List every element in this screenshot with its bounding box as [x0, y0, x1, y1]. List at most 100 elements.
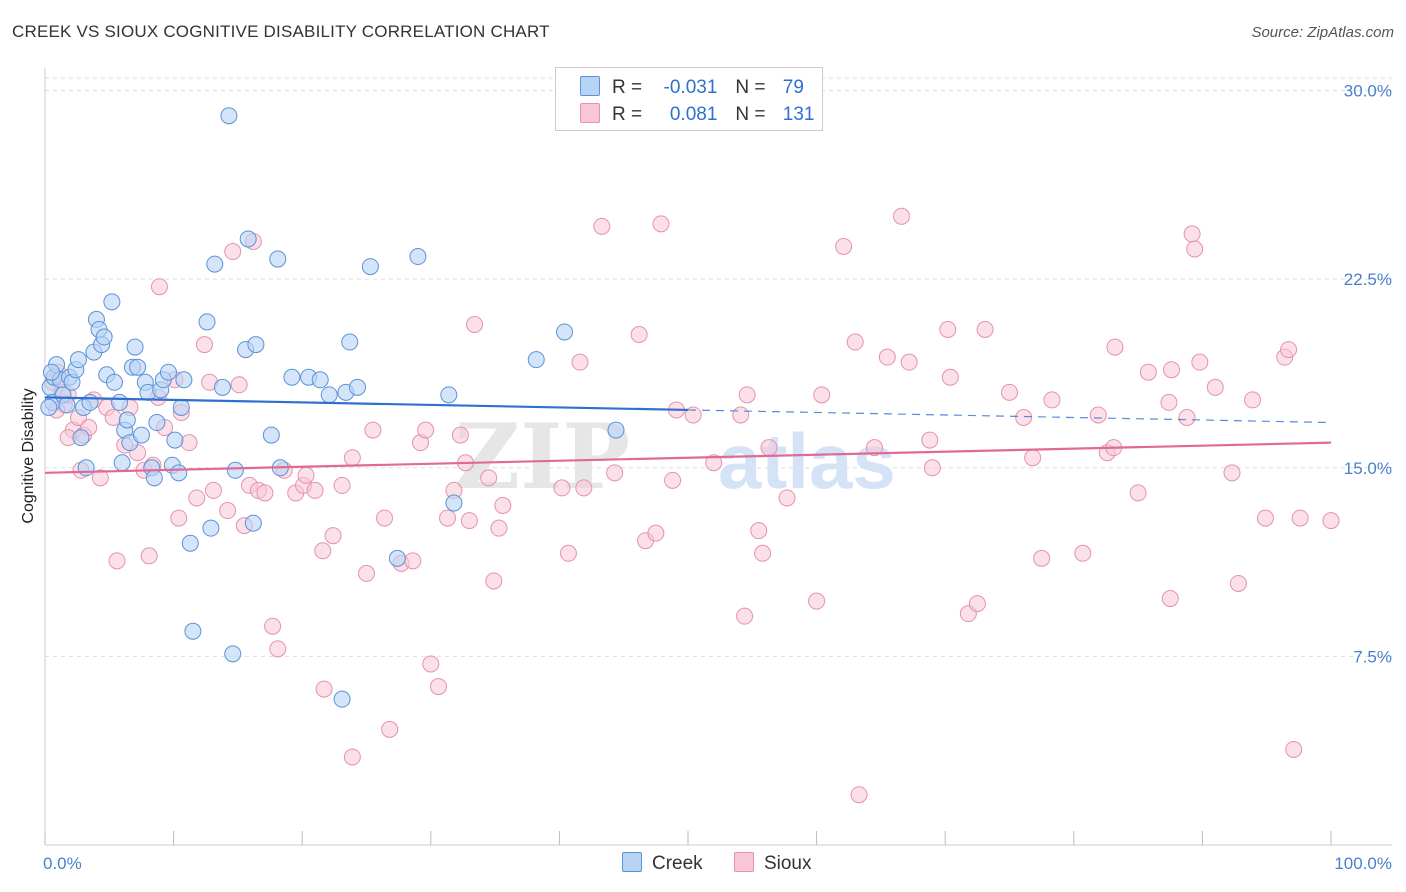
sioux-point [738, 386, 756, 404]
creek-point [445, 494, 463, 512]
sioux-point [460, 512, 478, 530]
sioux-point [939, 320, 957, 338]
sioux-point [892, 207, 910, 225]
creek-point [198, 313, 216, 331]
creek-point [440, 386, 458, 404]
sioux-point [968, 595, 986, 613]
creek-point [72, 429, 90, 447]
sioux-point [306, 481, 324, 499]
sioux-trend-line [44, 441, 1332, 474]
creek-swatch [580, 76, 600, 96]
sioux-point [1106, 338, 1124, 356]
creek-point [388, 549, 406, 567]
sioux-point [1089, 406, 1107, 424]
creek-point [311, 371, 329, 389]
sioux-point [224, 243, 242, 261]
legend-item-sioux[interactable]: Sioux [733, 852, 812, 875]
sioux-point [230, 376, 248, 394]
creek-point [224, 645, 242, 663]
creek-point [348, 378, 366, 396]
sioux-point [1015, 408, 1033, 426]
watermark-atlas: atlas [718, 417, 896, 505]
sioux-point [1291, 509, 1309, 527]
sioux-point [485, 572, 503, 590]
creek-point [113, 454, 131, 472]
y-tick-label: 22.5% [1344, 270, 1392, 289]
sioux-point [1280, 341, 1298, 359]
sioux-point [865, 439, 883, 457]
sioux-point [1223, 464, 1241, 482]
sioux-point [430, 678, 448, 696]
sioux-point [490, 519, 508, 537]
creek-point [132, 426, 150, 444]
creek-r-value: -0.031 [663, 77, 718, 98]
creek-point [170, 464, 188, 482]
sioux-point [705, 454, 723, 472]
creek-point [527, 351, 545, 369]
creek-point [247, 336, 265, 354]
creek-point [206, 255, 224, 273]
legend-row-creek: R = -0.031 N = 79 [580, 76, 804, 98]
sioux-point [571, 353, 589, 371]
sioux-point [180, 434, 198, 452]
sioux-point [376, 509, 394, 527]
creek-point [40, 398, 58, 416]
sioux-point [1024, 449, 1042, 467]
y-axis-label: Cognitive Disability [20, 388, 37, 523]
creek-trend-line [44, 396, 689, 412]
legend-row-sioux: R = 0.081 N = 131 [580, 103, 814, 125]
sioux-point [1129, 484, 1147, 502]
tick-labels: 7.5% 15.0% 22.5% 30.0% 0.0% 100.0% [43, 82, 1392, 873]
sioux-point [404, 552, 422, 570]
creek-point [81, 393, 99, 411]
creek-point [283, 368, 301, 386]
sioux-point [1074, 544, 1092, 562]
creek-point [409, 248, 427, 266]
sioux-point [1229, 574, 1247, 592]
y-tick-label: 7.5% [1353, 647, 1392, 666]
sioux-point [256, 484, 274, 502]
sioux-swatch [580, 103, 600, 123]
sioux-point [324, 527, 342, 545]
sioux-point [1161, 590, 1179, 608]
creek-point [77, 459, 95, 477]
sioux-point [1033, 549, 1051, 567]
sioux-point [606, 464, 624, 482]
creek-legend-swatch [622, 852, 642, 872]
sioux-point [333, 476, 351, 494]
sioux-point [559, 544, 577, 562]
sioux-point [480, 469, 498, 487]
sioux-point [219, 502, 237, 520]
x-tick-label-min: 0.0% [43, 854, 82, 873]
creek-point [111, 393, 129, 411]
creek-point [361, 258, 379, 276]
sioux-point [1186, 240, 1204, 258]
sioux-point [269, 640, 287, 658]
creek-point [118, 411, 136, 429]
sioux-point [754, 544, 772, 562]
sioux-point [1139, 363, 1157, 381]
creek-point [184, 622, 202, 640]
creek-series [40, 107, 625, 708]
sioux-point [850, 786, 868, 804]
sioux-point [364, 421, 382, 439]
sioux-point [188, 489, 206, 507]
sioux-n-label: N = [735, 104, 766, 125]
sioux-point [684, 406, 702, 424]
sioux-point [204, 481, 222, 499]
creek-point [175, 371, 193, 389]
sioux-n-value: 131 [782, 104, 815, 125]
creek-point [220, 107, 238, 125]
creek-point [556, 323, 574, 341]
legend-item-creek[interactable]: Creek [622, 852, 703, 875]
sioux-point [104, 408, 122, 426]
sioux-point [1001, 383, 1018, 401]
chart-title: CREEK VS SIOUX COGNITIVE DISABILITY CORR… [12, 22, 550, 41]
creek-point [105, 373, 123, 391]
sioux-point [593, 217, 611, 235]
sioux-point [835, 237, 853, 255]
sioux-point [1244, 391, 1262, 409]
sioux-point [553, 479, 571, 497]
sioux-point [1160, 393, 1178, 411]
